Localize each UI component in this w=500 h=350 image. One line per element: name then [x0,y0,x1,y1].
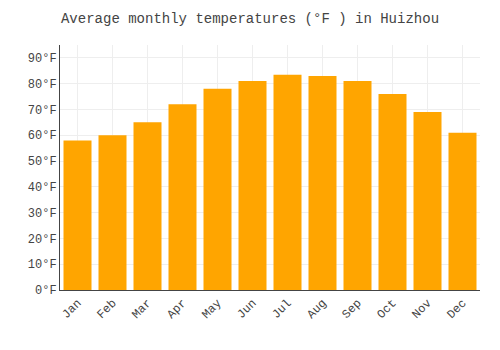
svg-text:Dec: Dec [444,297,469,322]
svg-text:May: May [199,297,224,322]
svg-text:Mar: Mar [129,297,154,322]
svg-text:Jan: Jan [59,297,84,322]
svg-text:Nov: Nov [409,297,434,322]
svg-text:Oct: Oct [374,297,399,322]
svg-text:80°F: 80°F [28,78,57,92]
svg-text:0°F: 0°F [35,284,57,298]
svg-text:Jul: Jul [269,297,294,322]
svg-text:Apr: Apr [164,297,189,322]
svg-text:Feb: Feb [94,297,119,322]
svg-text:40°F: 40°F [28,181,57,195]
svg-text:Average monthly temperatures (: Average monthly temperatures (°F ) in Hu… [61,11,439,27]
svg-text:20°F: 20°F [28,233,57,247]
svg-text:50°F: 50°F [28,155,57,169]
svg-text:90°F: 90°F [28,52,57,66]
svg-text:30°F: 30°F [28,207,57,221]
svg-text:60°F: 60°F [28,129,57,143]
svg-text:Jun: Jun [234,297,259,322]
svg-text:Aug: Aug [304,297,329,322]
svg-text:70°F: 70°F [28,104,57,118]
svg-text:Sep: Sep [339,297,364,322]
svg-text:10°F: 10°F [28,258,57,272]
